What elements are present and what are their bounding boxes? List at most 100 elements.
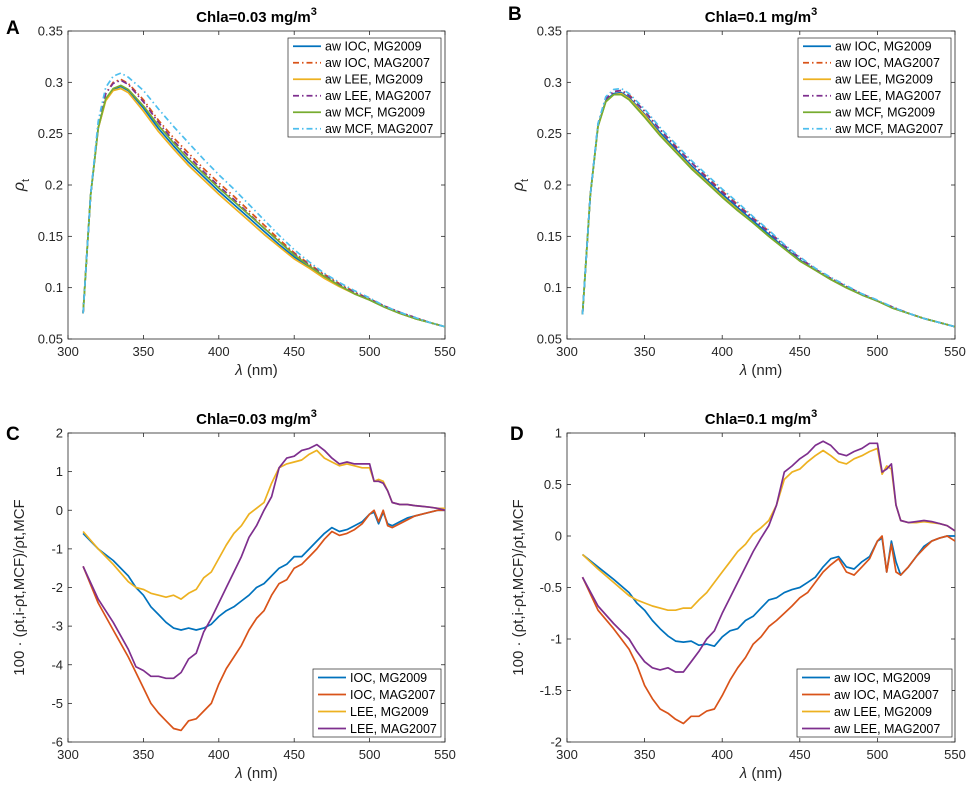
- x-axis-label: λ (nm): [739, 765, 782, 782]
- y-tick-label: 0: [555, 529, 562, 544]
- x-tick-label: 350: [133, 747, 155, 762]
- panel-c: 300 350 400 450 500 550 -6 -5 -4 -3 -2 -1 0 1 2 Chla=0.…: [6, 408, 456, 782]
- x-tick-label: 450: [789, 747, 811, 762]
- panel-d: 300 350 400 450 500 550 -2 -1.5 -1 -0.5 0 0.5 1 Chla=…: [510, 408, 966, 782]
- y-tick-label: 0.35: [537, 24, 562, 39]
- x-tick-label: 550: [944, 344, 966, 359]
- legend-entry: aw LEE, MG2009: [325, 73, 423, 87]
- series-group: [581, 440, 955, 725]
- legend-entry: aw MCF, MG2009: [835, 106, 935, 120]
- x-tick-label: 300: [57, 747, 79, 762]
- y-tick-label: 0.1: [544, 280, 562, 295]
- series-line-4: [581, 89, 955, 328]
- x-tick-label: 500: [867, 344, 889, 359]
- y-tick-label: -5: [51, 696, 63, 711]
- legend-entry: aw IOC, MAG2007: [325, 56, 430, 70]
- x-tick-label: 550: [944, 747, 966, 762]
- x-axis-label: λ (nm): [234, 362, 277, 379]
- y-tick-label: -1: [51, 541, 63, 556]
- x-tick-label: 500: [359, 747, 381, 762]
- y-tick-label: -0.5: [540, 580, 562, 595]
- y-tick-label: 0.05: [537, 332, 562, 347]
- y-tick-label: 0.2: [45, 178, 63, 193]
- x-tick-label: 400: [208, 344, 230, 359]
- x-axis-label-unit: (nm): [243, 765, 278, 782]
- legend: aw IOC, MG2009 aw IOC, MAG2007 aw LEE, MG2…: [287, 37, 442, 138]
- legend-box: [312, 668, 442, 738]
- x-axis-label-symbol: λ: [234, 362, 242, 379]
- legend: aw IOC, MG2009 aw IOC, MAG2007 aw LEE, MG2…: [797, 37, 952, 138]
- y-axis-label-main: ρ: [11, 182, 28, 192]
- x-tick-label: 500: [359, 344, 381, 359]
- legend-entry: IOC, MAG2007: [350, 688, 435, 702]
- series-group: [581, 87, 955, 328]
- y-tick-label: 0.15: [38, 229, 63, 244]
- x-tick-label: 300: [556, 344, 578, 359]
- legend-box: [287, 37, 442, 138]
- x-tick-label: 350: [133, 344, 155, 359]
- x-axis-label-unit: (nm): [747, 765, 782, 782]
- legend-entry: LEE, MAG2007: [350, 722, 437, 736]
- x-tick-label: 300: [57, 344, 79, 359]
- y-tick-label: -1: [550, 632, 562, 647]
- y-axis-label-main: ρ: [510, 182, 527, 192]
- series-line-5: [581, 93, 955, 328]
- x-axis-label: λ (nm): [739, 362, 782, 379]
- x-axis-label: λ (nm): [234, 765, 277, 782]
- series-line-5: [82, 84, 445, 328]
- y-tick-label: -3: [51, 619, 63, 634]
- y-tick-label: -1.5: [540, 683, 562, 698]
- y-tick-label: 0.25: [38, 126, 63, 141]
- legend-box: [796, 668, 953, 738]
- x-tick-label: 400: [711, 344, 733, 359]
- x-tick-label: 450: [789, 344, 811, 359]
- series-group: [82, 72, 445, 328]
- panel-title-main: Chla=0.03 mg/m: [196, 411, 311, 428]
- panel-title-sup: 3: [311, 408, 317, 420]
- legend-entry: aw MCF, MAG2007: [835, 122, 943, 136]
- series-group: [82, 443, 445, 732]
- legend: aw IOC, MG2009 aw IOC, MAG2007 aw LEE, MG2…: [796, 668, 953, 738]
- y-tick-label: 0.35: [38, 24, 63, 39]
- series-line-6: [581, 87, 955, 328]
- x-tick-label: 350: [634, 344, 656, 359]
- legend-entry: IOC, MG2009: [350, 671, 427, 685]
- x-axis-label-unit: (nm): [747, 362, 782, 379]
- panel-label: B: [508, 4, 522, 25]
- legend-entry: aw IOC, MG2009: [834, 671, 931, 685]
- panel-title-sup: 3: [811, 408, 817, 420]
- legend-entry: aw IOC, MAG2007: [835, 56, 940, 70]
- y-axis-label: ρt: [510, 179, 531, 192]
- legend-entry: aw MCF, MG2009: [325, 106, 425, 120]
- panel-title-sup: 3: [811, 6, 817, 18]
- panel-title: Chla=0.03 mg/m3: [196, 6, 317, 26]
- panel-label: D: [510, 424, 524, 445]
- panel-title-sup: 3: [311, 6, 317, 18]
- x-tick-label: 350: [634, 747, 656, 762]
- series-line-1: [581, 535, 955, 648]
- y-axis-label-sub: t: [20, 179, 32, 182]
- legend-box: [797, 37, 952, 138]
- panel-title: Chla=0.1 mg/m3: [705, 408, 817, 428]
- x-axis-label-symbol: λ: [739, 765, 747, 782]
- x-tick-label: 550: [434, 344, 456, 359]
- legend-entry: aw LEE, MAG2007: [834, 722, 940, 736]
- legend: IOC, MG2009 IOC, MAG2007 LEE, MG2009 LEE, M…: [312, 668, 442, 738]
- legend-entry: aw LEE, MAG2007: [325, 89, 431, 103]
- panel-title: Chla=0.1 mg/m3: [705, 6, 817, 26]
- y-tick-label: -2: [51, 580, 63, 595]
- legend-entry: aw IOC, MG2009: [325, 40, 422, 54]
- panel-title-main: Chla=0.1 mg/m: [705, 9, 811, 26]
- series-line-2: [581, 535, 955, 725]
- y-tick-label: 0: [56, 503, 63, 518]
- panel-label: A: [6, 18, 20, 39]
- y-tick-label: 0.3: [45, 75, 63, 90]
- series-line-4: [581, 440, 955, 673]
- y-axis-label: ρt: [11, 179, 32, 192]
- legend-entry: LEE, MG2009: [350, 705, 429, 719]
- x-tick-label: 400: [208, 747, 230, 762]
- panel-label: C: [6, 424, 20, 445]
- series-line-1: [82, 509, 445, 631]
- x-axis-label-symbol: λ: [739, 362, 747, 379]
